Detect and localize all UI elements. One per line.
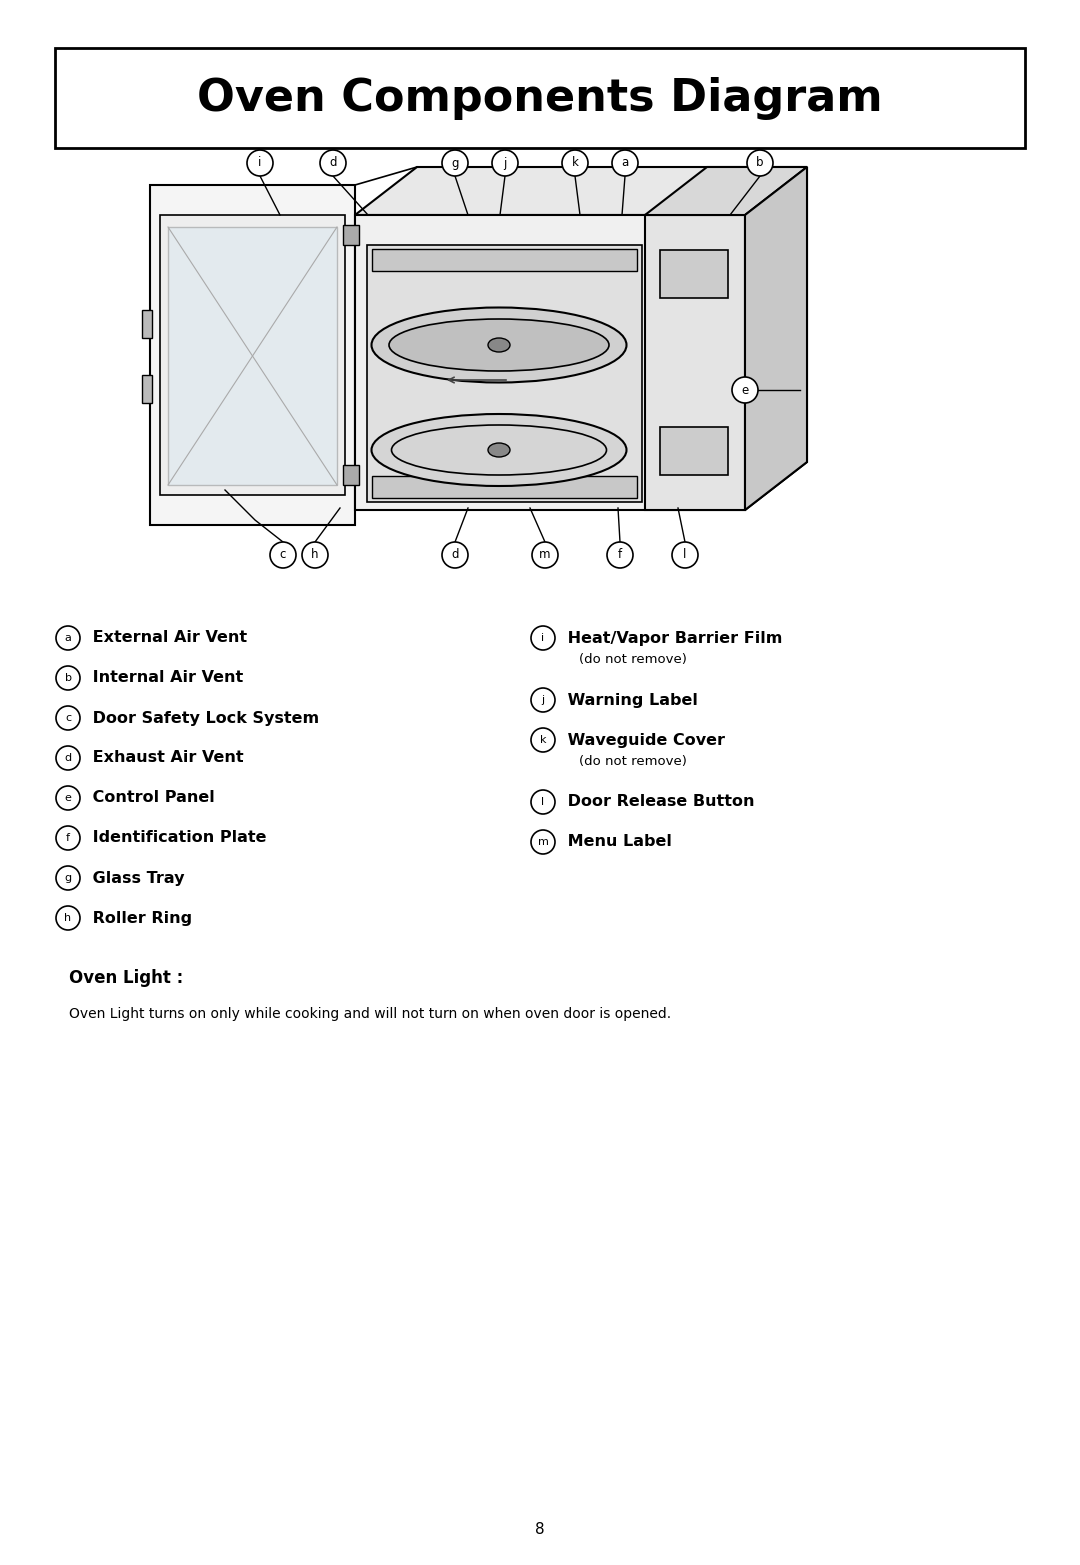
- Bar: [343, 225, 359, 246]
- Bar: [372, 476, 637, 498]
- Polygon shape: [645, 167, 807, 214]
- Text: a: a: [65, 632, 71, 643]
- Bar: [660, 427, 728, 476]
- Bar: [355, 214, 745, 510]
- Circle shape: [247, 150, 273, 175]
- Bar: [141, 310, 152, 338]
- Circle shape: [56, 667, 80, 690]
- Text: Warning Label: Warning Label: [562, 692, 698, 707]
- Text: Control Panel: Control Panel: [87, 790, 215, 806]
- Text: b: b: [756, 156, 764, 169]
- Bar: [372, 249, 637, 271]
- Text: m: m: [538, 837, 549, 847]
- Circle shape: [531, 728, 555, 753]
- Text: j: j: [541, 695, 544, 704]
- Text: a: a: [621, 156, 629, 169]
- Text: Roller Ring: Roller Ring: [87, 911, 192, 925]
- Circle shape: [747, 150, 773, 175]
- Text: k: k: [571, 156, 579, 169]
- Text: c: c: [280, 548, 286, 562]
- Text: Exhaust Air Vent: Exhaust Air Vent: [87, 751, 244, 765]
- Circle shape: [56, 706, 80, 729]
- Circle shape: [442, 541, 468, 568]
- Text: h: h: [65, 912, 71, 923]
- Circle shape: [302, 541, 328, 568]
- Text: f: f: [618, 548, 622, 562]
- Text: Oven Components Diagram: Oven Components Diagram: [198, 77, 882, 119]
- Bar: [160, 214, 345, 495]
- Circle shape: [532, 541, 558, 568]
- Text: Waveguide Cover: Waveguide Cover: [562, 732, 725, 748]
- Bar: [150, 185, 355, 524]
- Ellipse shape: [488, 443, 510, 457]
- Text: (do not remove): (do not remove): [562, 654, 687, 667]
- Text: k: k: [540, 736, 546, 745]
- Text: Menu Label: Menu Label: [562, 834, 672, 850]
- Circle shape: [56, 786, 80, 811]
- Circle shape: [56, 626, 80, 649]
- Text: i: i: [541, 632, 544, 643]
- Text: 8: 8: [536, 1523, 544, 1537]
- Text: g: g: [451, 156, 459, 169]
- Text: l: l: [541, 797, 544, 808]
- Text: j: j: [503, 156, 507, 169]
- Circle shape: [56, 865, 80, 890]
- Text: Heat/Vapor Barrier Film: Heat/Vapor Barrier Film: [562, 631, 782, 645]
- Bar: [660, 250, 728, 297]
- Bar: [168, 227, 337, 485]
- Circle shape: [442, 150, 468, 175]
- Circle shape: [56, 747, 80, 770]
- Text: Internal Air Vent: Internal Air Vent: [87, 670, 243, 685]
- Text: d: d: [65, 753, 71, 764]
- Text: c: c: [65, 714, 71, 723]
- Bar: [645, 214, 745, 510]
- Circle shape: [531, 829, 555, 854]
- Ellipse shape: [372, 415, 626, 487]
- Ellipse shape: [372, 307, 626, 382]
- Text: External Air Vent: External Air Vent: [87, 631, 247, 645]
- Text: Identification Plate: Identification Plate: [87, 831, 267, 845]
- Text: Oven Light turns on only while cooking and will not turn on when oven door is op: Oven Light turns on only while cooking a…: [69, 1006, 671, 1020]
- Text: h: h: [311, 548, 319, 562]
- Text: Door Safety Lock System: Door Safety Lock System: [87, 711, 319, 726]
- Circle shape: [270, 541, 296, 568]
- Bar: [367, 246, 642, 502]
- Bar: [343, 465, 359, 485]
- Text: Oven Light :: Oven Light :: [69, 969, 184, 988]
- Text: m: m: [539, 548, 551, 562]
- Circle shape: [531, 626, 555, 649]
- Text: l: l: [684, 548, 687, 562]
- Ellipse shape: [389, 319, 609, 371]
- Circle shape: [492, 150, 518, 175]
- Circle shape: [56, 906, 80, 930]
- Text: (do not remove): (do not remove): [562, 756, 687, 768]
- Polygon shape: [745, 167, 807, 510]
- Circle shape: [612, 150, 638, 175]
- Text: Glass Tray: Glass Tray: [87, 870, 185, 886]
- Text: Door Release Button: Door Release Button: [562, 795, 755, 809]
- Text: d: d: [451, 548, 459, 562]
- Ellipse shape: [488, 338, 510, 352]
- Circle shape: [320, 150, 346, 175]
- Circle shape: [672, 541, 698, 568]
- Text: f: f: [66, 833, 70, 844]
- Circle shape: [531, 790, 555, 814]
- Circle shape: [607, 541, 633, 568]
- Text: i: i: [258, 156, 261, 169]
- Bar: [55, 49, 1025, 149]
- Polygon shape: [745, 167, 807, 510]
- Text: e: e: [741, 383, 748, 396]
- Text: b: b: [65, 673, 71, 682]
- Circle shape: [56, 826, 80, 850]
- Text: d: d: [329, 156, 337, 169]
- Text: e: e: [65, 793, 71, 803]
- Circle shape: [531, 689, 555, 712]
- Polygon shape: [355, 167, 807, 214]
- Circle shape: [732, 377, 758, 404]
- Text: g: g: [65, 873, 71, 883]
- Bar: [141, 376, 152, 404]
- Circle shape: [562, 150, 588, 175]
